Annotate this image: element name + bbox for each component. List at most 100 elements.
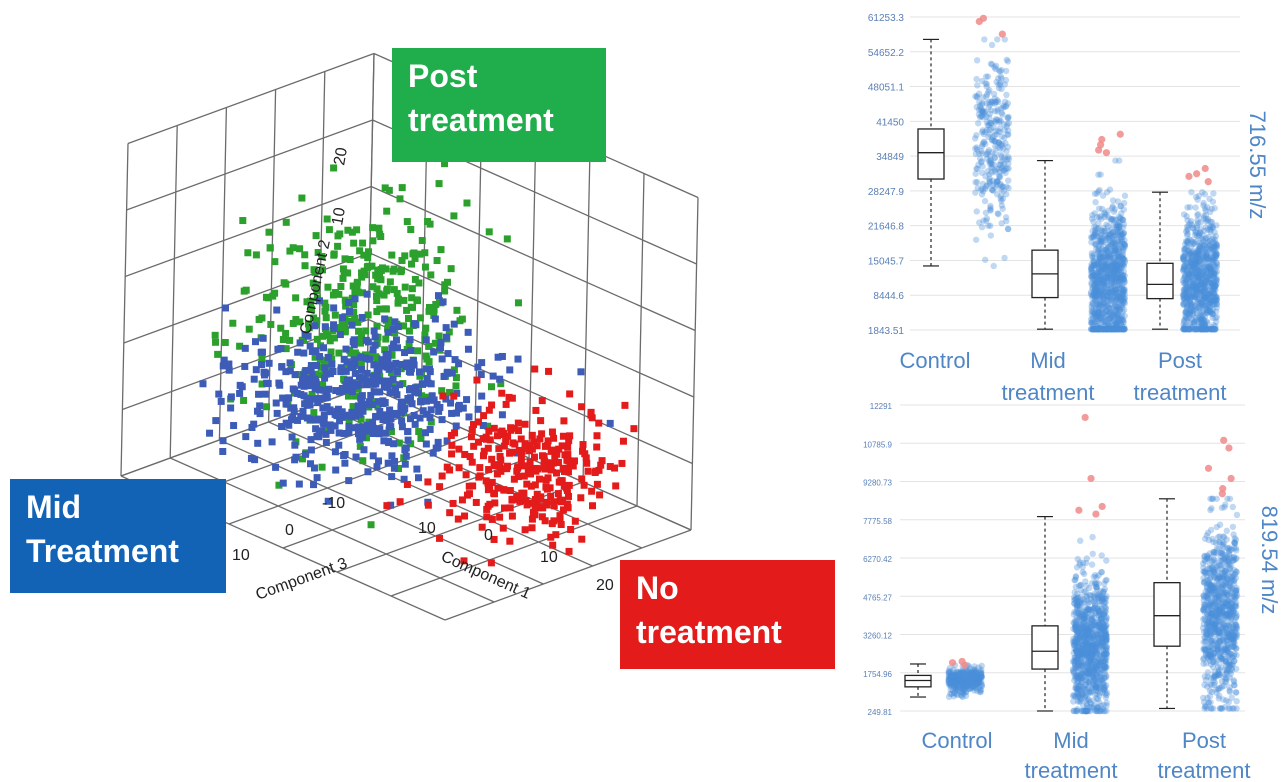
jitter-point bbox=[999, 205, 1006, 212]
jitter-point bbox=[980, 110, 988, 118]
jitter-point bbox=[1199, 324, 1206, 331]
point-post bbox=[325, 226, 333, 234]
point-mid bbox=[391, 409, 399, 417]
jitter-point bbox=[1180, 325, 1187, 333]
jitter-point bbox=[989, 181, 997, 189]
outlier-point bbox=[998, 30, 1006, 38]
jitter-point bbox=[1108, 320, 1115, 327]
point-mid bbox=[394, 323, 402, 331]
jitter-point bbox=[991, 154, 998, 161]
jitter-point bbox=[1187, 325, 1194, 333]
jitter-point bbox=[1185, 221, 1192, 229]
point-no bbox=[593, 480, 601, 488]
jitter-point bbox=[1183, 325, 1190, 333]
jitter-point bbox=[1209, 198, 1217, 205]
point-no bbox=[383, 502, 391, 510]
point-no bbox=[521, 420, 529, 428]
jitter-point bbox=[1097, 268, 1104, 276]
point-post bbox=[382, 335, 390, 343]
point-mid bbox=[355, 373, 363, 381]
jitter-point bbox=[1199, 315, 1206, 322]
jitter-point bbox=[990, 262, 997, 270]
jitter-point bbox=[987, 119, 995, 127]
jitter-point bbox=[999, 162, 1007, 170]
jitter-point bbox=[982, 209, 990, 216]
jitter-point bbox=[1200, 212, 1207, 220]
jitter-point bbox=[1203, 251, 1210, 258]
jitter-point bbox=[1096, 253, 1103, 260]
point-no bbox=[537, 417, 545, 425]
jitter-point bbox=[1200, 199, 1207, 207]
point-no bbox=[490, 461, 498, 469]
point-no bbox=[533, 442, 541, 450]
jitter-point bbox=[1202, 275, 1210, 282]
tick-component2: 20 bbox=[331, 146, 351, 167]
jitter-point bbox=[1207, 279, 1214, 286]
point-post bbox=[398, 184, 406, 192]
jitter-point bbox=[973, 75, 980, 83]
jitter-point bbox=[1115, 312, 1122, 319]
jitter-point bbox=[1204, 274, 1211, 281]
jitter-point bbox=[1196, 290, 1203, 298]
point-mid bbox=[291, 386, 299, 394]
jitter-point bbox=[1104, 325, 1112, 333]
point-mid bbox=[371, 341, 379, 349]
jitter-point bbox=[1088, 612, 1095, 619]
jitter-point bbox=[994, 178, 1001, 185]
jitter-point bbox=[1199, 188, 1206, 196]
point-no bbox=[484, 444, 492, 452]
jitter-point bbox=[972, 150, 980, 158]
point-no bbox=[521, 444, 529, 452]
jitter-point bbox=[1104, 266, 1112, 273]
jitter-point bbox=[1186, 296, 1193, 303]
jitter-point bbox=[1188, 266, 1195, 274]
jitter-point bbox=[1210, 325, 1217, 333]
jitter-point bbox=[1112, 266, 1120, 273]
jitter-point bbox=[1200, 325, 1207, 333]
jitter-point bbox=[1198, 300, 1205, 308]
jitter-point bbox=[1103, 263, 1111, 270]
point-post bbox=[308, 305, 316, 313]
jitter-point bbox=[1185, 325, 1192, 333]
jitter-point bbox=[1108, 259, 1115, 266]
point-mid bbox=[439, 298, 447, 306]
point-no bbox=[490, 490, 498, 498]
jitter-point bbox=[1101, 288, 1108, 296]
point-mid bbox=[375, 398, 383, 406]
jitter-point bbox=[1121, 325, 1128, 333]
point-post bbox=[318, 253, 326, 261]
jitter-point bbox=[995, 139, 1003, 146]
jitter-point bbox=[975, 150, 983, 157]
point-post bbox=[367, 351, 375, 359]
point-mid bbox=[465, 413, 473, 421]
jitter-point bbox=[1182, 278, 1190, 286]
jitter-point bbox=[1200, 256, 1208, 264]
point-post bbox=[212, 338, 220, 346]
jitter-point bbox=[973, 178, 981, 186]
point-post bbox=[229, 319, 237, 327]
jitter-point bbox=[1202, 215, 1210, 223]
jitter-point bbox=[1004, 114, 1012, 122]
jitter-point bbox=[998, 109, 1005, 117]
jitter-point bbox=[1118, 294, 1126, 302]
jitter-point bbox=[1097, 238, 1105, 245]
jitter-point bbox=[1196, 281, 1204, 288]
jitter-point bbox=[1181, 325, 1188, 333]
point-post bbox=[416, 250, 424, 258]
point-post bbox=[351, 314, 359, 322]
jitter-point bbox=[1100, 293, 1107, 300]
jitter-point bbox=[1096, 252, 1104, 260]
point-post bbox=[353, 226, 361, 234]
jitter-point bbox=[1118, 210, 1125, 217]
point-mid bbox=[391, 385, 399, 393]
point-mid bbox=[428, 392, 436, 400]
jitter-point bbox=[1192, 314, 1199, 321]
point-no bbox=[469, 421, 477, 429]
jitter-point bbox=[1111, 255, 1118, 262]
jitter-point bbox=[1101, 253, 1108, 261]
point-post bbox=[280, 279, 288, 287]
point-no bbox=[495, 445, 503, 453]
point-mid bbox=[285, 394, 293, 402]
jitter-point bbox=[1117, 274, 1124, 281]
jitter-point bbox=[1089, 228, 1096, 235]
